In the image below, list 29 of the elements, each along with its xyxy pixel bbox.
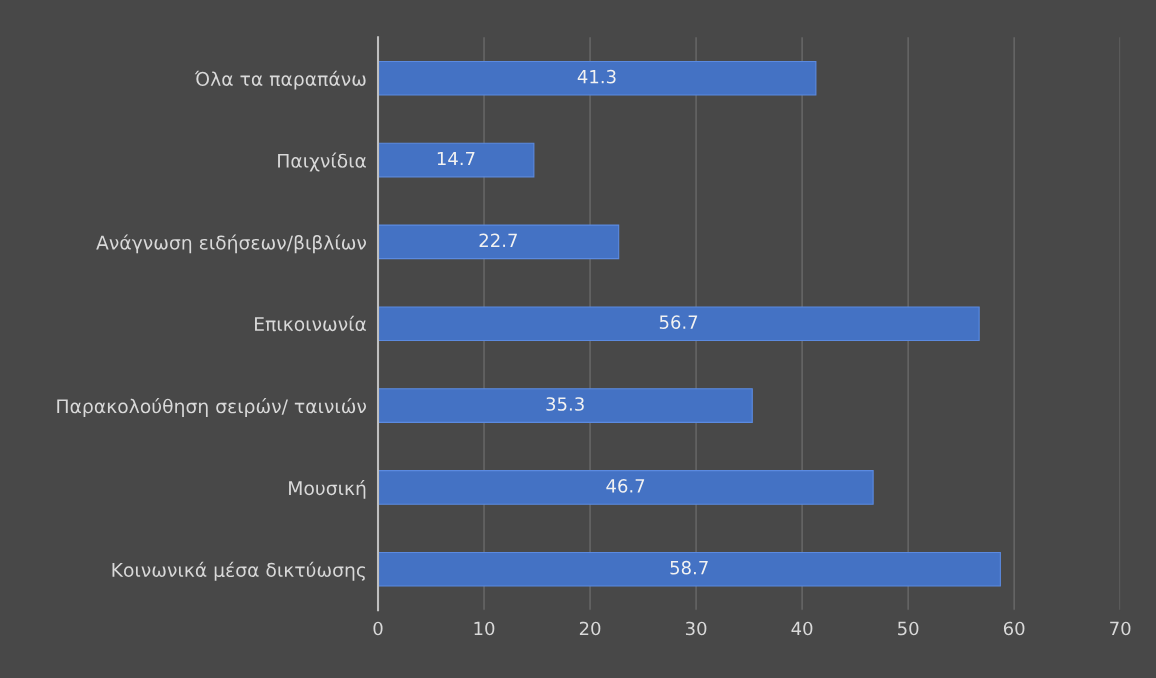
y-tick-label: Όλα τα παραπάνω — [194, 70, 366, 90]
x-tick-label: 40 — [791, 621, 813, 636]
y-tick-label: Κοινωνικά μέσα δικτύωσης — [112, 561, 366, 581]
data-label: 35.3 — [546, 397, 584, 411]
data-label: 22.7 — [479, 233, 517, 247]
x-tick-label: 20 — [579, 621, 601, 636]
data-label: 46.7 — [606, 479, 645, 493]
bar — [378, 470, 874, 505]
bar — [378, 306, 980, 342]
x-tick-label: 10 — [474, 621, 495, 636]
y-tick-label: Ανάγνωση ειδήσεων/βιβλίων — [96, 234, 367, 254]
x-tick-label: 50 — [898, 621, 919, 636]
bar — [378, 224, 620, 260]
bar — [378, 60, 817, 96]
y-tick-label: Παρακολούθηση σειρών/ ταινιών — [57, 398, 367, 417]
bar — [378, 142, 535, 178]
data-label: 58.7 — [670, 560, 708, 575]
bar — [378, 388, 753, 423]
y-tick-label: Μουσική — [289, 479, 366, 499]
bar — [378, 551, 1001, 587]
x-tick-label: 70 — [1110, 621, 1131, 636]
y-tick-label: Παιχνίδια — [278, 152, 366, 172]
x-tick-label: 30 — [685, 621, 707, 636]
y-tick-label: Επικοινωνία — [255, 315, 366, 332]
data-label: 41.3 — [577, 69, 616, 84]
x-tick-label: 60 — [1003, 621, 1025, 636]
x-tick-label: 0 — [373, 621, 383, 636]
data-label: 56.7 — [659, 315, 698, 329]
data-label: 14.7 — [437, 151, 475, 166]
